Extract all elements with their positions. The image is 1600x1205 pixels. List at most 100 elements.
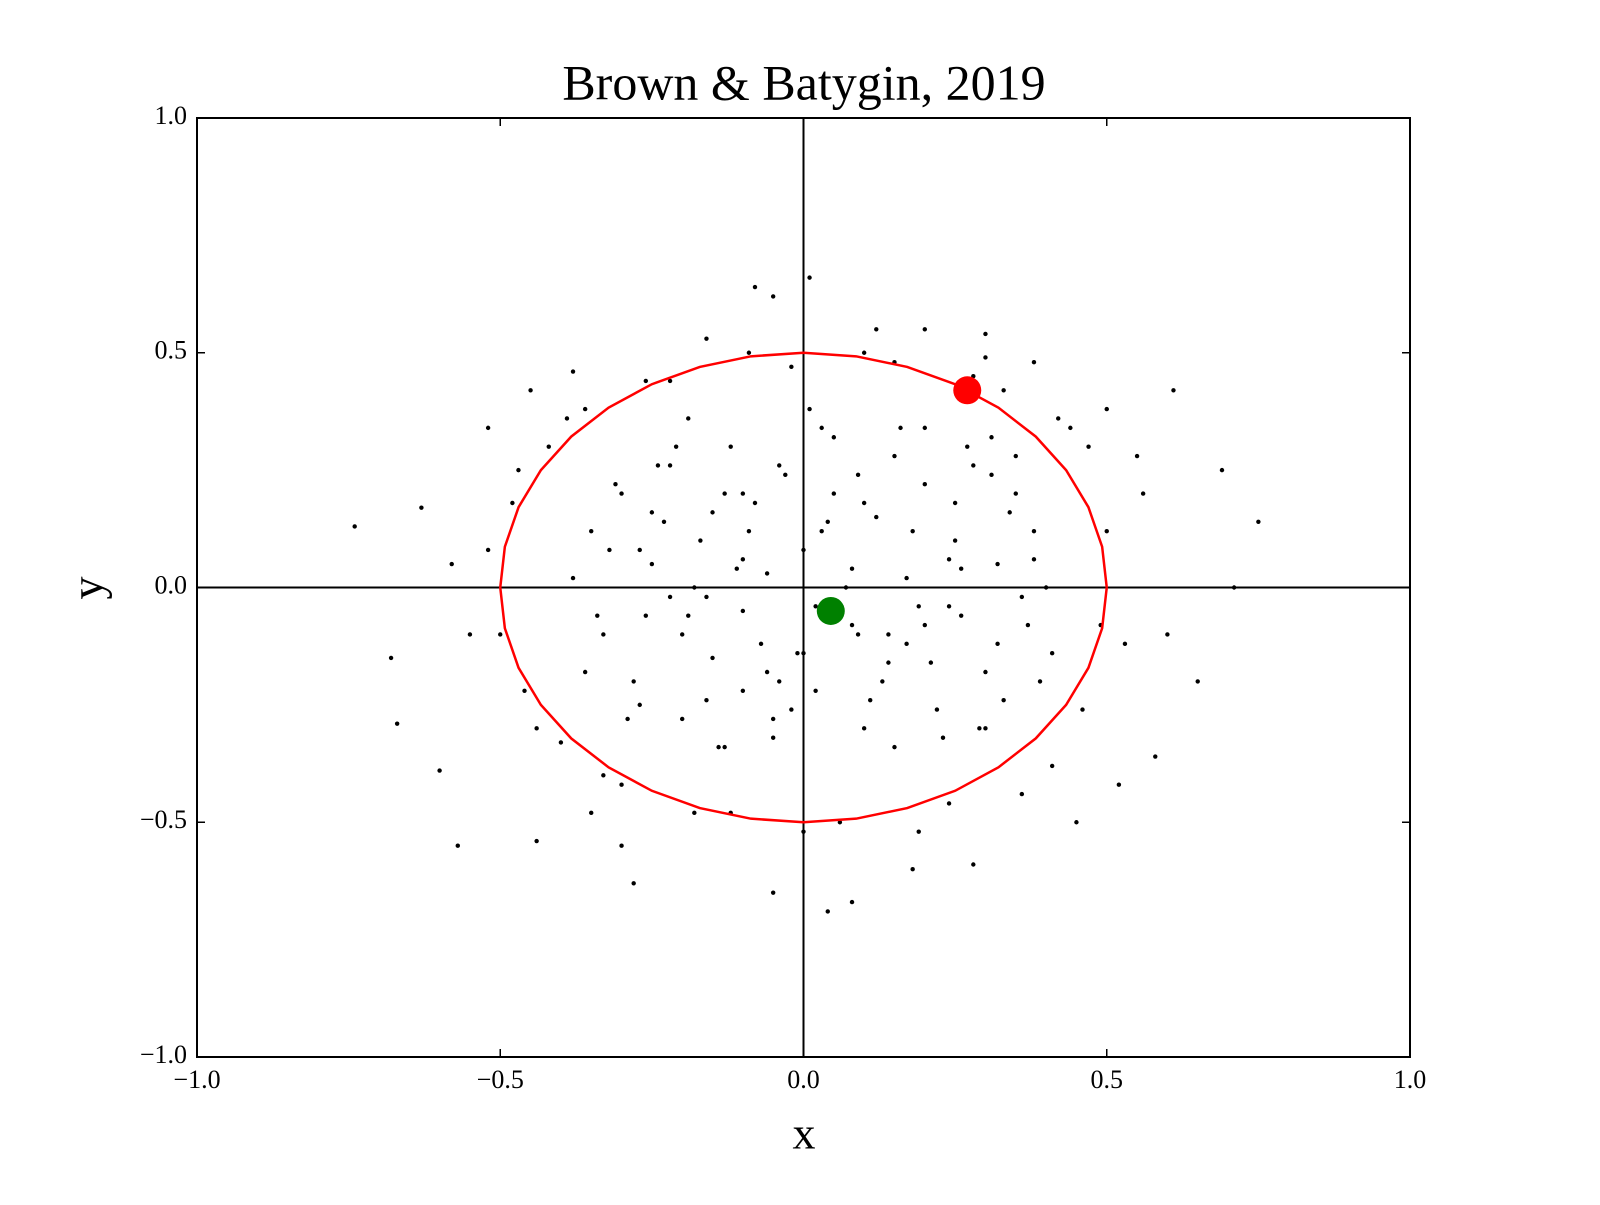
point xyxy=(795,651,800,656)
point xyxy=(704,336,709,341)
point xyxy=(916,829,921,834)
y-axis-label: y xyxy=(62,577,113,600)
point xyxy=(1195,679,1200,684)
point xyxy=(819,425,824,431)
point xyxy=(1086,444,1091,449)
point xyxy=(849,899,855,905)
point xyxy=(1001,697,1006,703)
point xyxy=(953,376,982,405)
point xyxy=(1080,707,1085,712)
point xyxy=(989,435,994,440)
point xyxy=(789,364,794,370)
point xyxy=(777,679,782,684)
y-tick-label: 1.0 xyxy=(155,101,188,130)
point xyxy=(631,679,636,684)
point xyxy=(946,604,952,609)
point xyxy=(801,651,806,656)
point xyxy=(655,463,661,468)
point xyxy=(534,726,539,731)
point xyxy=(940,735,946,740)
point xyxy=(467,632,473,637)
point xyxy=(352,524,357,529)
point xyxy=(686,613,691,618)
point xyxy=(770,716,776,722)
point xyxy=(819,528,824,534)
x-axis-label: x xyxy=(793,1108,816,1159)
point xyxy=(752,284,758,290)
point xyxy=(1056,416,1061,421)
point xyxy=(680,632,685,637)
point xyxy=(394,721,400,726)
point xyxy=(485,425,491,431)
x-tick-label: −0.5 xyxy=(477,1065,524,1094)
point xyxy=(825,519,830,524)
point xyxy=(928,660,934,665)
point xyxy=(667,594,673,600)
point xyxy=(746,350,752,355)
point xyxy=(952,538,958,543)
point xyxy=(946,557,952,562)
point xyxy=(995,561,1000,567)
point xyxy=(1140,491,1146,496)
point xyxy=(649,510,655,515)
point xyxy=(777,463,782,468)
point xyxy=(910,528,915,534)
point xyxy=(698,538,703,543)
point xyxy=(922,482,927,487)
point xyxy=(667,378,673,384)
point xyxy=(837,820,843,825)
chart-title: Brown & Batygin, 2019 xyxy=(562,54,1045,110)
point xyxy=(589,528,594,534)
point xyxy=(1031,528,1037,534)
point xyxy=(619,782,624,787)
point xyxy=(589,810,594,816)
point xyxy=(971,463,976,468)
point xyxy=(752,500,758,506)
point xyxy=(661,519,667,524)
point xyxy=(849,622,855,628)
point xyxy=(1037,679,1043,684)
point xyxy=(855,472,861,478)
point xyxy=(886,632,891,637)
point xyxy=(704,594,709,600)
point xyxy=(813,688,818,693)
point xyxy=(619,843,624,848)
point xyxy=(1007,510,1012,515)
point xyxy=(728,444,733,449)
point xyxy=(595,613,600,618)
point xyxy=(971,862,976,867)
point xyxy=(710,510,715,515)
point xyxy=(680,716,685,722)
point xyxy=(892,744,897,750)
point xyxy=(934,707,940,712)
point xyxy=(989,472,994,478)
point xyxy=(437,768,442,773)
y-tick-label: −0.5 xyxy=(140,805,187,834)
point xyxy=(1153,754,1158,759)
point xyxy=(1104,406,1109,412)
point xyxy=(546,444,551,449)
point xyxy=(904,641,909,647)
point xyxy=(922,327,927,332)
point xyxy=(485,547,491,553)
point xyxy=(686,416,691,421)
point xyxy=(637,702,642,708)
point xyxy=(643,613,649,618)
point xyxy=(449,561,454,567)
point xyxy=(1256,519,1261,524)
point xyxy=(922,622,927,628)
point xyxy=(977,726,982,731)
point xyxy=(801,829,806,834)
point xyxy=(1165,632,1170,637)
point xyxy=(692,810,697,816)
point xyxy=(1031,557,1037,562)
point xyxy=(816,596,845,625)
point xyxy=(607,547,612,553)
scatter-series xyxy=(953,376,982,405)
point xyxy=(692,585,697,590)
point xyxy=(1043,585,1049,590)
x-tick-label: 1.0 xyxy=(1394,1065,1427,1094)
point xyxy=(649,561,655,567)
point xyxy=(813,604,818,609)
